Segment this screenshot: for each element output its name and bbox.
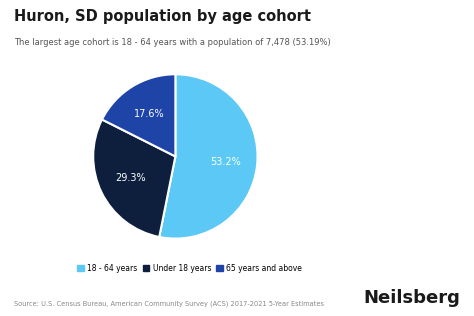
Wedge shape (93, 119, 175, 237)
Text: Huron, SD population by age cohort: Huron, SD population by age cohort (14, 9, 311, 24)
Text: Neilsberg: Neilsberg (363, 289, 460, 307)
Text: 17.6%: 17.6% (135, 109, 165, 119)
Wedge shape (102, 74, 175, 156)
Wedge shape (159, 74, 257, 239)
Text: 53.2%: 53.2% (210, 156, 241, 167)
Legend: 18 - 64 years, Under 18 years, 65 years and above: 18 - 64 years, Under 18 years, 65 years … (74, 261, 305, 276)
Text: Source: U.S. Census Bureau, American Community Survey (ACS) 2017-2021 5-Year Est: Source: U.S. Census Bureau, American Com… (14, 300, 324, 307)
Text: 29.3%: 29.3% (116, 173, 146, 183)
Text: The largest age cohort is 18 - 64 years with a population of 7,478 (53.19%): The largest age cohort is 18 - 64 years … (14, 38, 331, 47)
